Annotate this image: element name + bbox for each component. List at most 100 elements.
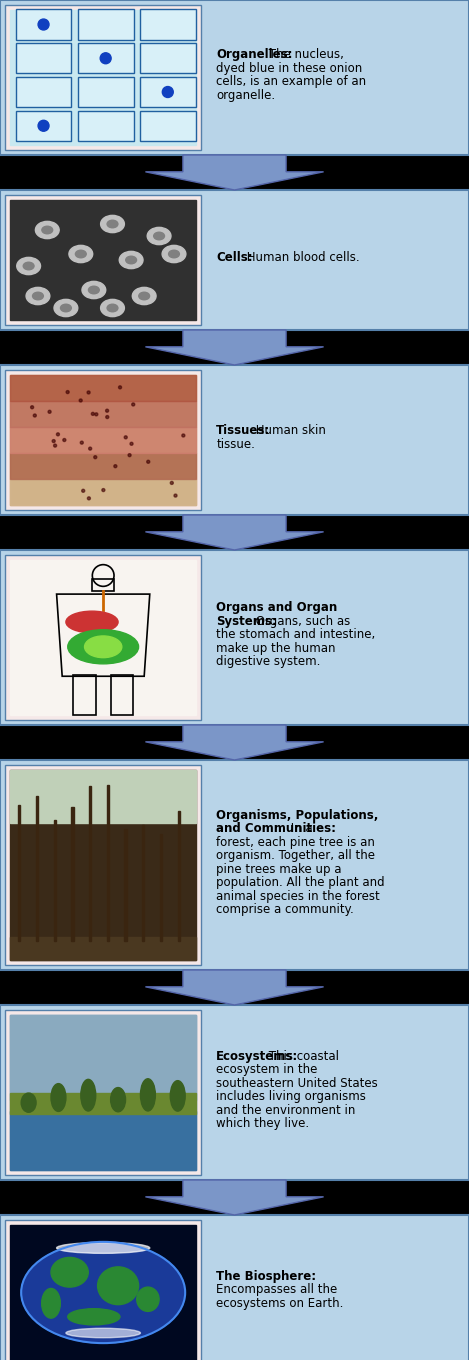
Circle shape: [89, 447, 91, 450]
Ellipse shape: [126, 256, 136, 264]
Polygon shape: [145, 515, 324, 549]
Circle shape: [106, 409, 109, 412]
Bar: [5, 1220, 201, 1360]
Bar: [10, 770, 197, 960]
Circle shape: [182, 434, 185, 437]
Text: Organisms, Populations,: Organisms, Populations,: [216, 809, 379, 821]
Bar: [10, 560, 197, 715]
Ellipse shape: [23, 262, 34, 269]
Bar: [10, 453, 197, 479]
Text: animal species in the forest: animal species in the forest: [216, 889, 380, 903]
Circle shape: [80, 441, 83, 445]
Ellipse shape: [35, 222, 59, 238]
Text: population. All the plant and: population. All the plant and: [216, 876, 385, 889]
Circle shape: [82, 490, 85, 492]
Bar: [10, 200, 197, 320]
Bar: [0, 364, 469, 515]
Text: organism. Together, all the: organism. Together, all the: [216, 849, 375, 862]
Circle shape: [170, 481, 174, 484]
Ellipse shape: [82, 282, 106, 299]
Circle shape: [52, 439, 55, 442]
Bar: [89, 786, 91, 941]
Circle shape: [33, 413, 36, 418]
Ellipse shape: [66, 1329, 140, 1338]
Ellipse shape: [107, 305, 118, 311]
Bar: [73, 675, 96, 715]
Text: and the environment in: and the environment in: [216, 1103, 356, 1117]
Text: tissue.: tissue.: [216, 438, 255, 450]
Text: southeastern United States: southeastern United States: [216, 1077, 378, 1089]
Circle shape: [162, 87, 173, 98]
Ellipse shape: [137, 1287, 159, 1311]
Bar: [78, 44, 134, 73]
Bar: [15, 76, 71, 107]
Circle shape: [38, 120, 49, 131]
Ellipse shape: [68, 1308, 120, 1325]
Circle shape: [102, 488, 105, 491]
Circle shape: [87, 390, 90, 394]
Bar: [10, 1225, 197, 1360]
Bar: [53, 820, 56, 941]
Circle shape: [124, 435, 127, 439]
Circle shape: [95, 413, 98, 416]
Bar: [178, 812, 180, 941]
Ellipse shape: [140, 1078, 155, 1111]
Circle shape: [94, 456, 97, 458]
Circle shape: [66, 390, 69, 393]
Ellipse shape: [84, 636, 122, 658]
Circle shape: [87, 496, 91, 500]
Bar: [10, 427, 197, 453]
Bar: [71, 808, 74, 941]
Ellipse shape: [21, 1242, 185, 1344]
Text: includes living organisms: includes living organisms: [216, 1091, 366, 1103]
Polygon shape: [145, 330, 324, 364]
Ellipse shape: [17, 257, 40, 275]
Bar: [107, 786, 109, 941]
Bar: [0, 0, 469, 155]
Bar: [111, 675, 133, 715]
Ellipse shape: [168, 250, 180, 258]
Circle shape: [106, 416, 109, 419]
Bar: [140, 44, 196, 73]
Ellipse shape: [132, 287, 156, 305]
Ellipse shape: [98, 1268, 138, 1304]
Bar: [15, 10, 71, 39]
Bar: [5, 555, 201, 719]
Bar: [0, 190, 469, 330]
Bar: [10, 401, 197, 427]
Bar: [10, 375, 197, 401]
Ellipse shape: [162, 245, 186, 262]
Text: dyed blue in these onion: dyed blue in these onion: [216, 61, 363, 75]
Text: Ecosystems:: Ecosystems:: [216, 1050, 299, 1062]
Circle shape: [130, 442, 133, 445]
Bar: [5, 1010, 201, 1175]
Ellipse shape: [139, 292, 150, 299]
Circle shape: [53, 445, 57, 447]
Text: Systems:: Systems:: [216, 615, 277, 628]
Text: Organs, such as: Organs, such as: [252, 615, 350, 628]
Text: The Biosphere:: The Biosphere:: [216, 1270, 317, 1282]
Ellipse shape: [51, 1084, 66, 1111]
Circle shape: [147, 460, 150, 464]
Text: Organelles:: Organelles:: [216, 48, 293, 61]
Bar: [124, 830, 127, 941]
Ellipse shape: [147, 227, 171, 245]
Circle shape: [48, 411, 51, 413]
Text: and Communities:: and Communities:: [216, 821, 336, 835]
Text: digestive system.: digestive system.: [216, 656, 321, 668]
Ellipse shape: [54, 299, 78, 317]
Circle shape: [132, 403, 135, 407]
Bar: [142, 824, 144, 941]
Ellipse shape: [61, 305, 71, 311]
Circle shape: [91, 412, 94, 415]
Text: comprise a community.: comprise a community.: [216, 903, 354, 917]
Ellipse shape: [26, 287, 50, 305]
Circle shape: [79, 398, 82, 403]
Text: cells, is an example of an: cells, is an example of an: [216, 75, 366, 88]
Text: ecosystems on Earth.: ecosystems on Earth.: [216, 1297, 344, 1310]
Text: Tissues:: Tissues:: [216, 424, 271, 437]
Ellipse shape: [57, 1243, 150, 1254]
Ellipse shape: [111, 1088, 126, 1111]
Bar: [15, 44, 71, 73]
Ellipse shape: [101, 299, 124, 317]
